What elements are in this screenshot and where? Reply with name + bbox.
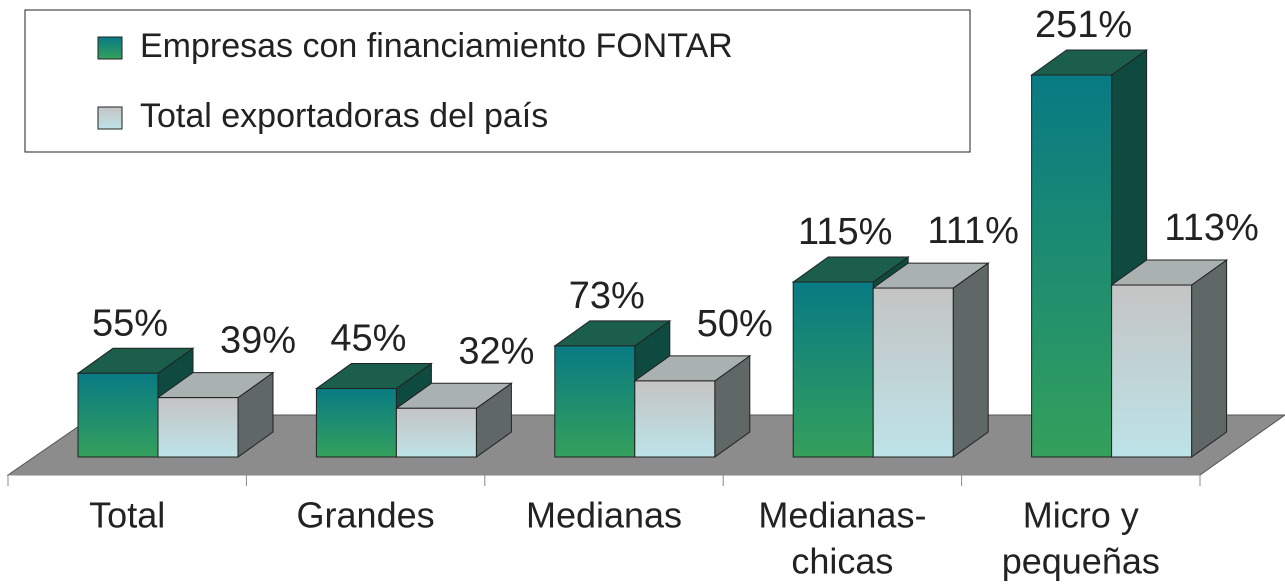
data-label: 73% — [569, 275, 645, 317]
bar-side — [952, 262, 989, 458]
bar — [634, 380, 716, 458]
data-label: 115% — [798, 211, 892, 253]
bar — [1111, 284, 1193, 458]
data-label: 251% — [1035, 4, 1132, 46]
legend-swatch — [97, 36, 123, 60]
x-tick-label: Medianas- — [758, 495, 926, 536]
legend-swatch — [97, 106, 123, 130]
bar — [872, 287, 954, 458]
x-tick-label: Total — [89, 495, 165, 536]
data-label: 45% — [330, 318, 406, 360]
data-label: 55% — [92, 302, 168, 344]
data-label: 111% — [927, 210, 1019, 252]
bar-side — [1191, 259, 1228, 458]
bar — [315, 388, 397, 458]
bar — [395, 407, 477, 458]
bar — [1031, 74, 1113, 458]
data-label: 50% — [697, 303, 773, 345]
data-label: 32% — [458, 330, 534, 372]
bar — [554, 345, 636, 458]
bar — [792, 281, 874, 458]
x-tick-label: chicas — [791, 541, 893, 582]
bar — [157, 397, 239, 458]
bar — [77, 372, 159, 458]
data-label: 113% — [1164, 207, 1258, 249]
legend-label: Total exportadoras del país — [140, 97, 548, 135]
x-tick-label: Micro y — [1023, 495, 1139, 536]
legend-label: Empresas con financiamiento FONTAR — [140, 27, 733, 65]
x-tick-label: Medianas — [526, 495, 682, 536]
x-tick-label: pequeñas — [1002, 541, 1160, 582]
data-label: 39% — [220, 320, 296, 362]
legend — [24, 9, 971, 153]
x-tick-label: Grandes — [297, 495, 435, 536]
